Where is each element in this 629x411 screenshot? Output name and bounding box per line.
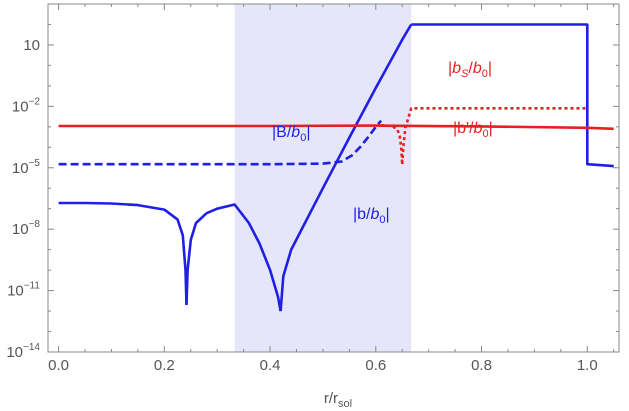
y-tick-label: 10−5 <box>12 158 41 177</box>
x-axis-label: r/rsol <box>324 390 352 410</box>
y-tick-label: 10 <box>23 37 40 54</box>
y-tick-label: 10−2 <box>12 96 41 115</box>
x-tick-label: 0.4 <box>260 357 281 374</box>
series-line-1-segment-0 <box>58 119 383 166</box>
x-tick-label: 0.2 <box>154 357 175 374</box>
series-line-3-segment-0 <box>381 107 588 167</box>
label-bS-over-b0: |bS/b0| <box>448 60 492 80</box>
label-b-over-b0: |b/b0| <box>353 206 390 226</box>
y-tick-label: 10−8 <box>12 219 41 238</box>
x-tick-label: 1.0 <box>577 357 598 374</box>
label-B-over-b0: |B/b0| <box>272 124 310 144</box>
tick-labels-layer: 0.0 0.2 0.4 0.6 0.8 1.0 10 10−2 10−5 10−8 10−11 10−… <box>6 37 597 374</box>
axes-layer <box>47 3 620 353</box>
label-bprime-over-b0: |b'/b0| <box>453 120 493 140</box>
series-line-2-segment-0 <box>58 124 614 131</box>
series-line-0-segment-3 <box>411 23 614 168</box>
plot-frame <box>47 3 620 353</box>
shaded-region <box>234 4 412 352</box>
x-tick-label: 0.8 <box>471 357 492 374</box>
x-tick-label: 0.6 <box>365 357 386 374</box>
series-line-0-segment-0 <box>58 201 188 305</box>
series-line-0-segment-1 <box>185 203 282 312</box>
series-layer <box>58 23 614 312</box>
y-tick-label: 10−11 <box>7 281 40 300</box>
x-tick-label: 0.0 <box>48 357 69 374</box>
shaded-region-layer <box>234 4 412 352</box>
y-tick-label: 10−14 <box>6 342 40 361</box>
